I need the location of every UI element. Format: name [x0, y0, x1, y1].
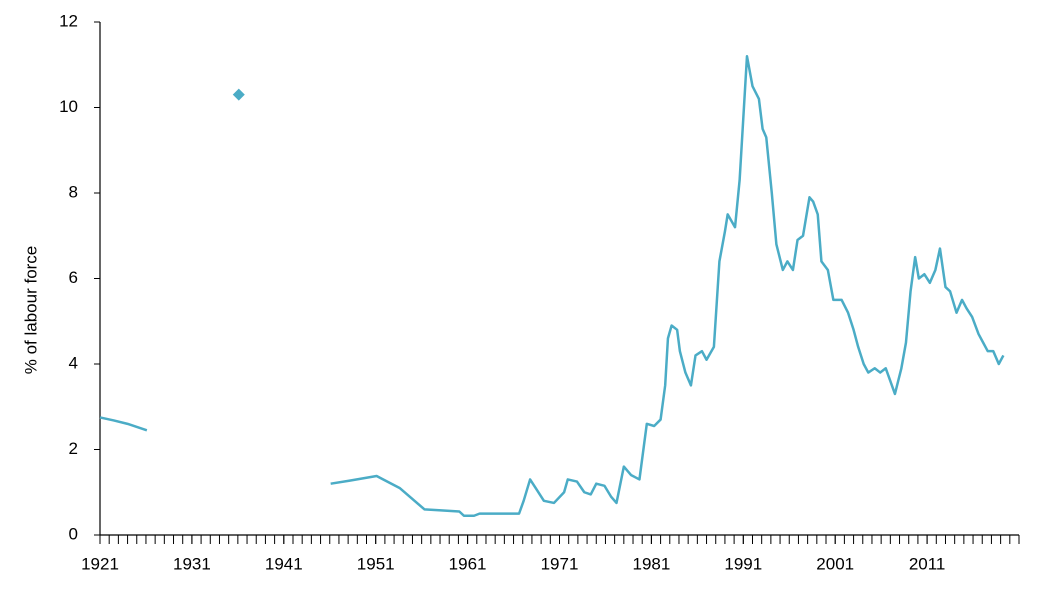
y-axis-label: % of labour force	[21, 246, 40, 375]
y-tick-label: 6	[69, 268, 78, 287]
data-point	[232, 88, 245, 101]
y-tick-label: 8	[69, 182, 78, 201]
x-tick-label: 1961	[449, 554, 487, 573]
y-tick-label: 4	[69, 353, 78, 372]
x-tick-label: 1981	[632, 554, 670, 573]
x-tick-label: 1941	[265, 554, 303, 573]
y-tick-label: 12	[59, 11, 78, 30]
y-tick-label: 2	[69, 439, 78, 458]
x-tick-label: 2001	[816, 554, 854, 573]
x-tick-label: 1971	[541, 554, 579, 573]
y-tick-label: 0	[69, 524, 78, 543]
x-tick-label: 1921	[81, 554, 119, 573]
x-tick-label: 1951	[357, 554, 395, 573]
y-tick-label: 10	[59, 97, 78, 116]
x-tick-label: 1931	[173, 554, 211, 573]
x-tick-label: 2011	[909, 554, 946, 573]
x-tick-label: 1991	[724, 554, 762, 573]
data-line	[99, 54, 1005, 518]
